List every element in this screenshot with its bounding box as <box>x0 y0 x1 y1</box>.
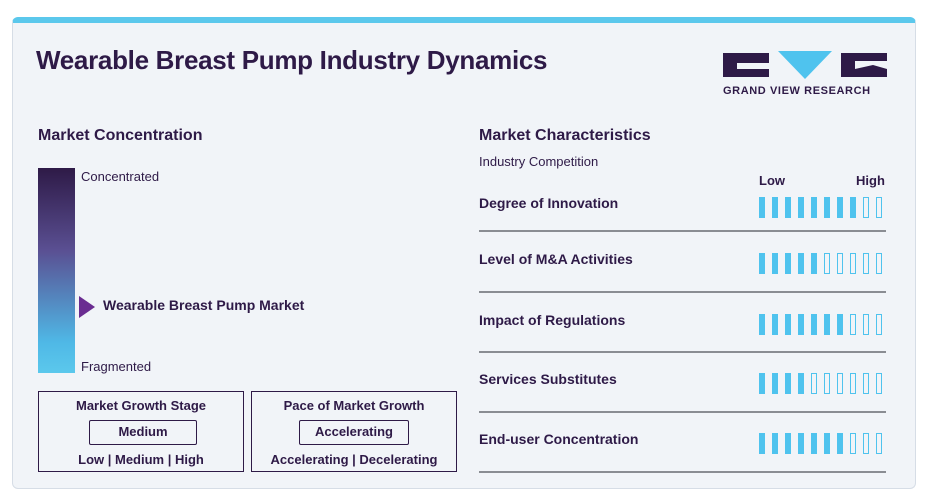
meter-segment-filled <box>772 253 778 274</box>
meter-segment-empty <box>863 373 869 394</box>
meter-segment-filled <box>811 314 817 335</box>
meter-segment-empty <box>837 253 843 274</box>
growth-stage-box: Market Growth Stage Medium Low | Medium … <box>38 391 244 472</box>
meter-segment-filled <box>785 373 791 394</box>
meter-segment-filled <box>759 253 765 274</box>
meter-segment-filled <box>772 314 778 335</box>
growth-pace-box: Pace of Market Growth Accelerating Accel… <box>251 391 457 472</box>
meter-segment-empty <box>850 253 856 274</box>
fragmented-label: Fragmented <box>81 359 152 374</box>
meter-segment-filled <box>837 197 843 218</box>
meter-segment-empty <box>850 373 856 394</box>
meter-segment-empty <box>811 373 817 394</box>
meter-segment-empty <box>876 197 882 218</box>
row-divider <box>479 411 886 413</box>
meter-segment-filled <box>824 314 830 335</box>
meter-segment-filled <box>759 373 765 394</box>
concentration-gradient-bar <box>38 168 75 373</box>
industry-competition-subheading: Industry Competition <box>479 154 599 169</box>
meter-segment-empty <box>876 433 882 454</box>
growth-stage-value: Medium <box>89 420 197 445</box>
meter-segment-filled <box>837 433 843 454</box>
meter-segment-filled <box>837 314 843 335</box>
growth-stage-scale: Low | Medium | High <box>78 452 204 467</box>
meter-segment-filled <box>811 433 817 454</box>
meter-segment-empty <box>863 197 869 218</box>
growth-stage-title: Market Growth Stage <box>75 398 207 413</box>
market-position-marker <box>79 296 95 318</box>
meter-segment-empty <box>837 373 843 394</box>
meter-segment-filled <box>798 197 804 218</box>
row-divider <box>479 471 886 473</box>
market-concentration-heading: Market Concentration <box>38 127 203 144</box>
meter-segment-filled <box>798 253 804 274</box>
meter-segment-filled <box>759 197 765 218</box>
scale-high-label: High <box>856 173 885 188</box>
meter-segment-filled <box>759 314 765 335</box>
characteristic-label: Impact of Regulations <box>479 312 626 328</box>
characteristic-meter <box>759 433 889 454</box>
grand-view-research-logo: GRAND VIEW RESEARCH <box>723 49 893 101</box>
meter-segment-filled <box>850 197 856 218</box>
meter-segment-filled <box>824 197 830 218</box>
meter-segment-filled <box>824 433 830 454</box>
row-divider <box>479 351 886 353</box>
market-characteristics-heading: Market Characteristics <box>479 127 651 144</box>
characteristic-label: End-user Concentration <box>479 431 639 447</box>
meter-segment-empty <box>850 433 856 454</box>
meter-segment-empty <box>850 314 856 335</box>
meter-segment-empty <box>876 373 882 394</box>
characteristic-meter <box>759 253 889 274</box>
meter-segment-empty <box>824 373 830 394</box>
logo-text: GRAND VIEW RESEARCH <box>723 85 871 97</box>
meter-segment-filled <box>759 433 765 454</box>
meter-segment-filled <box>785 197 791 218</box>
meter-segment-filled <box>785 314 791 335</box>
meter-segment-empty <box>876 253 882 274</box>
characteristic-label: Level of M&A Activities <box>479 251 633 267</box>
meter-segment-filled <box>785 433 791 454</box>
meter-segment-empty <box>863 253 869 274</box>
logo-mark-icon <box>723 51 887 79</box>
page-title: Wearable Breast Pump Industry Dynamics <box>36 45 548 75</box>
meter-segment-filled <box>798 373 804 394</box>
meter-segment-empty <box>876 314 882 335</box>
growth-pace-title: Pace of Market Growth <box>283 398 425 413</box>
meter-segment-filled <box>798 314 804 335</box>
characteristic-meter <box>759 197 889 218</box>
scale-low-label: Low <box>759 173 785 188</box>
industry-dynamics-card: Wearable Breast Pump Industry Dynamics G… <box>12 17 916 489</box>
growth-pace-scale: Accelerating | Decelerating <box>270 452 438 467</box>
meter-segment-filled <box>811 253 817 274</box>
meter-segment-empty <box>863 433 869 454</box>
meter-segment-filled <box>798 433 804 454</box>
growth-pace-value: Accelerating <box>299 420 409 445</box>
row-divider <box>479 230 886 232</box>
market-position-label: Wearable Breast Pump Market <box>103 297 305 313</box>
characteristic-meter <box>759 314 889 335</box>
meter-segment-empty <box>863 314 869 335</box>
meter-segment-filled <box>772 197 778 218</box>
characteristic-label: Services Substitutes <box>479 371 617 387</box>
characteristic-meter <box>759 373 889 394</box>
meter-segment-filled <box>772 373 778 394</box>
meter-segment-filled <box>772 433 778 454</box>
meter-segment-filled <box>785 253 791 274</box>
concentrated-label: Concentrated <box>81 169 160 184</box>
meter-segment-filled <box>811 197 817 218</box>
meter-segment-empty <box>824 253 830 274</box>
row-divider <box>479 291 886 293</box>
characteristic-label: Degree of Innovation <box>479 195 619 211</box>
